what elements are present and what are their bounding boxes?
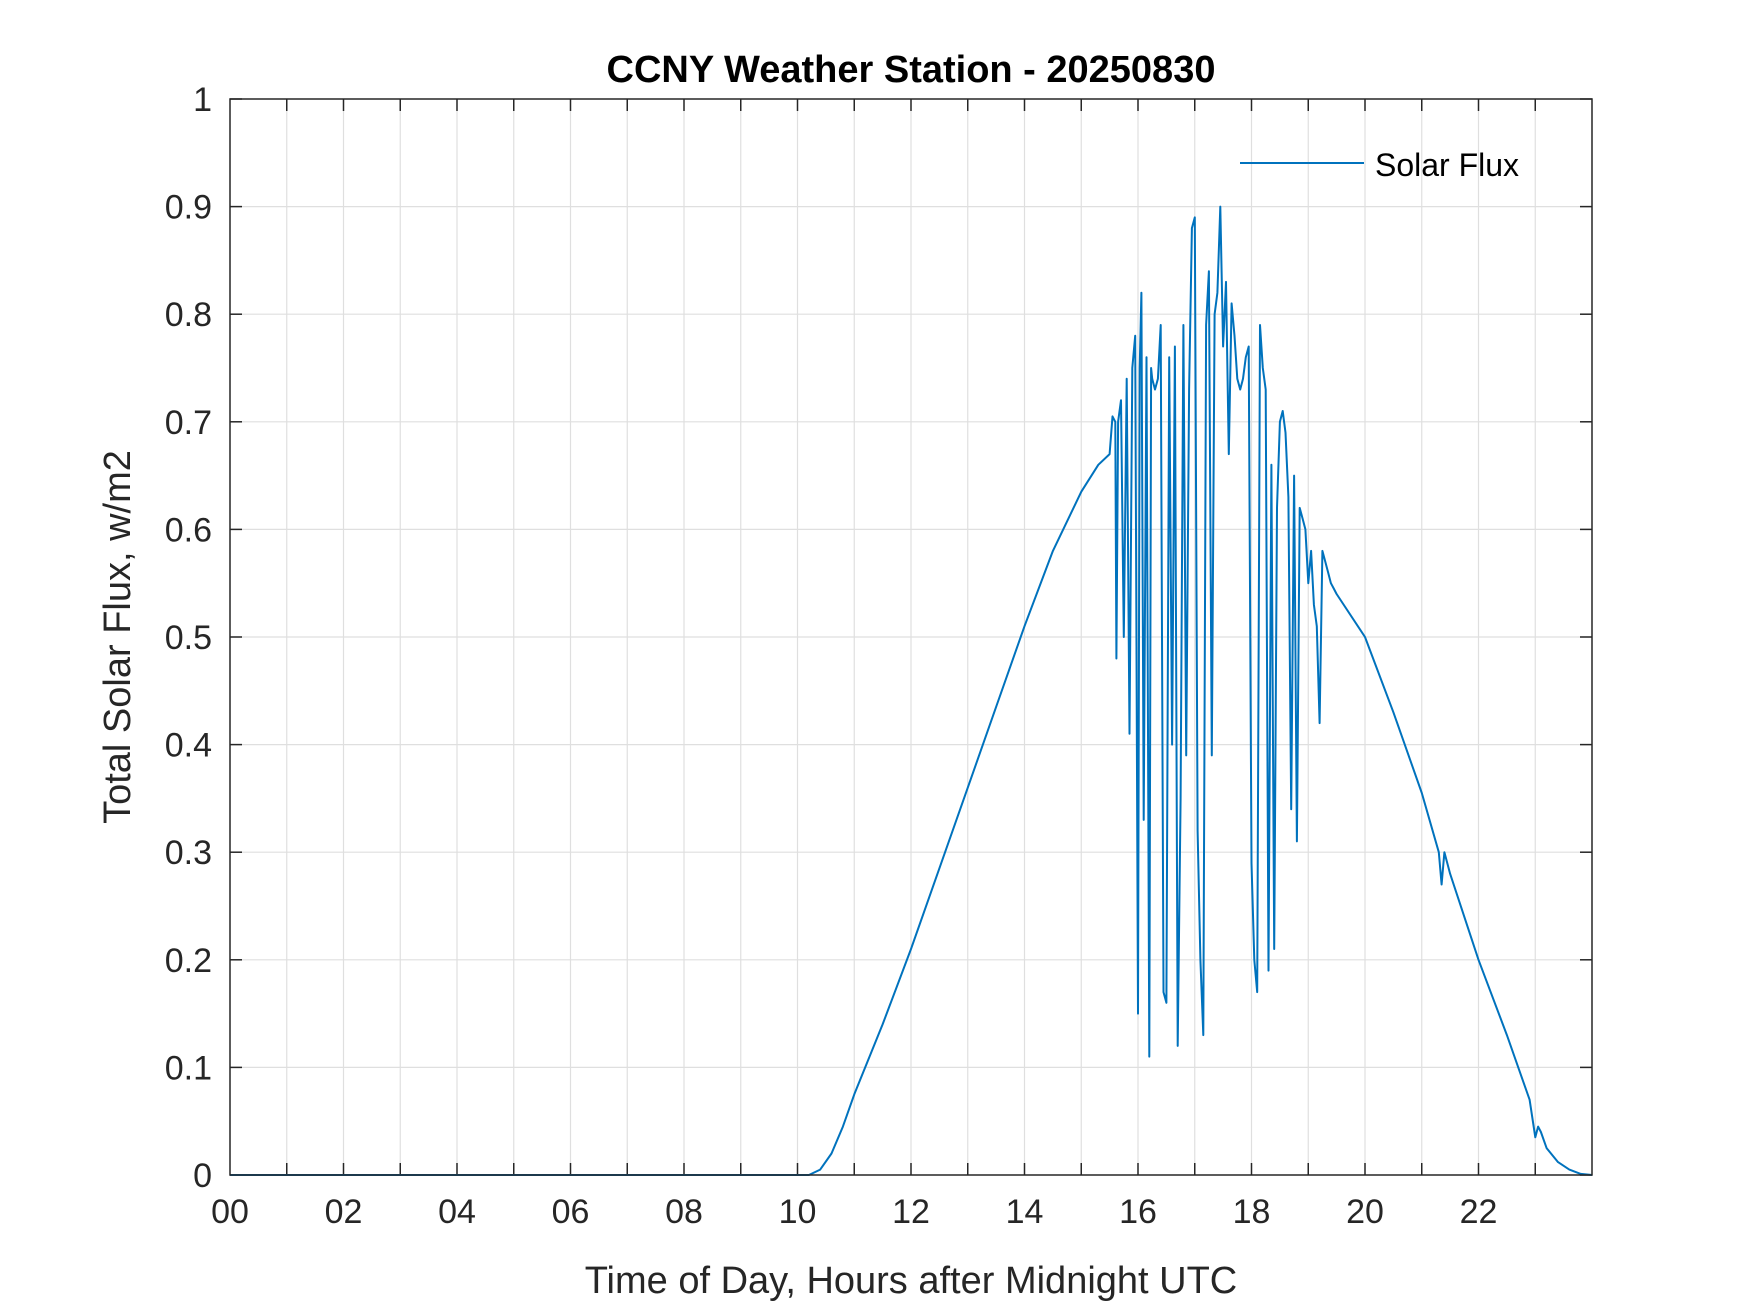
y-tick-label: 1 [193,81,212,119]
series-layer [230,205,1593,1176]
legend-entry-solar-flux: Solar Flux [1375,147,1519,183]
grid-lines [230,99,1592,1175]
x-tick-label: 02 [325,1193,363,1231]
x-axis-label: Time of Day, Hours after Midnight UTC [585,1260,1238,1302]
x-tick-label: 22 [1460,1193,1498,1231]
y-tick-label: 0.2 [165,942,212,980]
x-tick-label: 04 [438,1193,476,1231]
y-tick-label: 0.8 [165,296,212,334]
x-tick-label: 12 [892,1193,930,1231]
y-tick-label: 0 [193,1157,212,1195]
legend: Solar Flux [1240,147,1519,183]
x-tick-label: 10 [779,1193,817,1231]
x-tick-label: 16 [1119,1193,1157,1231]
y-tick-label: 0.9 [165,189,212,227]
chart-title: CCNY Weather Station - 20250830 [607,49,1216,91]
y-tick-label: 0.3 [165,834,212,872]
y-tick-label: 0.6 [165,511,212,549]
x-tick-labels: 00 02 04 06 08 10 12 14 16 18 20 22 [211,1193,1497,1231]
series-line-solar-flux [230,205,1593,1176]
axis-ticks [230,98,1592,1176]
x-tick-label: 06 [552,1193,590,1231]
axes-box [229,98,1593,1176]
y-tick-labels: 0 0.1 0.2 0.3 0.4 0.5 0.6 0.7 0.8 0.9 1 [165,81,212,1195]
x-tick-label: 20 [1346,1193,1384,1231]
x-tick-label: 18 [1233,1193,1271,1231]
x-tick-label: 00 [211,1193,249,1231]
x-tick-label: 08 [665,1193,703,1231]
y-axis-label: Total Solar Flux, w/m2 [97,450,139,824]
y-tick-label: 0.7 [165,404,212,442]
y-tick-label: 0.4 [165,727,212,765]
x-tick-label: 14 [1006,1193,1044,1231]
y-tick-label: 0.1 [165,1049,212,1087]
y-tick-label: 0.5 [165,619,212,657]
